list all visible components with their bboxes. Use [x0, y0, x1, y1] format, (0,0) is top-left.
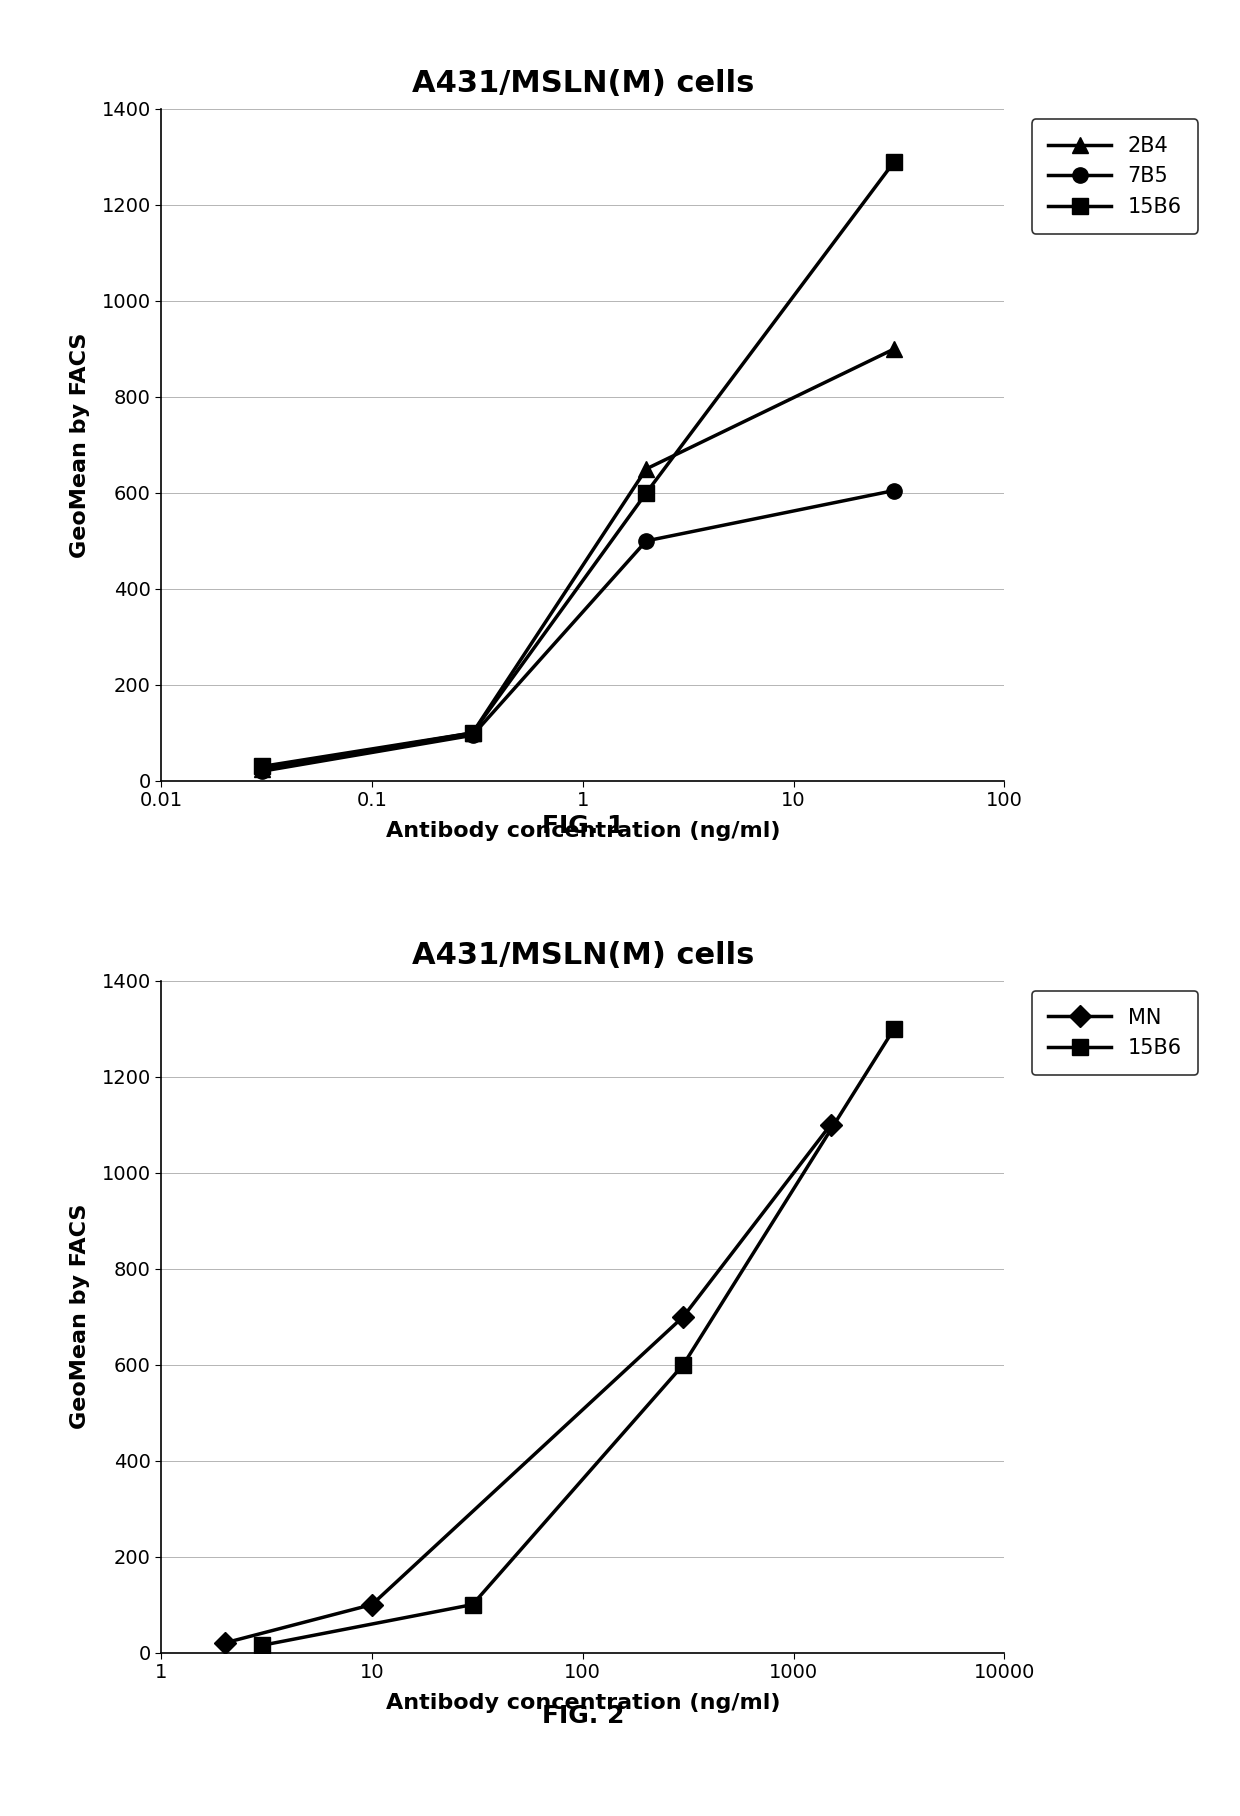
Y-axis label: GeoMean by FACS: GeoMean by FACS: [71, 332, 91, 558]
15B6: [676, 1353, 691, 1375]
15B6: [254, 755, 269, 777]
2B4: [465, 723, 480, 745]
MN: [676, 1306, 691, 1327]
Title: A431/MSLN(M) cells: A431/MSLN(M) cells: [412, 69, 754, 98]
7B5: [887, 479, 901, 501]
15B6: [887, 1017, 901, 1039]
Text: FIG. 1: FIG. 1: [542, 814, 624, 839]
Legend: 2B4, 7B5, 15B6: 2B4, 7B5, 15B6: [1032, 120, 1198, 234]
7B5: [465, 725, 480, 746]
Y-axis label: GeoMean by FACS: GeoMean by FACS: [71, 1204, 91, 1429]
Line: 7B5: 7B5: [254, 483, 901, 779]
Line: 15B6: 15B6: [254, 154, 901, 774]
7B5: [639, 530, 653, 552]
15B6: [465, 723, 480, 745]
Line: 2B4: 2B4: [254, 341, 901, 777]
2B4: [887, 338, 901, 360]
15B6: [887, 151, 901, 173]
Text: FIG. 2: FIG. 2: [542, 1703, 624, 1729]
X-axis label: Antibody concentration (ng/ml): Antibody concentration (ng/ml): [386, 1693, 780, 1712]
7B5: [254, 761, 269, 783]
15B6: [639, 481, 653, 503]
15B6: [465, 1594, 480, 1616]
2B4: [639, 458, 653, 479]
Legend: MN, 15B6: MN, 15B6: [1032, 992, 1198, 1075]
MN: [823, 1113, 838, 1135]
Line: MN: MN: [217, 1117, 838, 1651]
15B6: [254, 1634, 269, 1656]
2B4: [254, 757, 269, 779]
X-axis label: Antibody concentration (ng/ml): Antibody concentration (ng/ml): [386, 821, 780, 841]
MN: [365, 1594, 379, 1616]
MN: [217, 1633, 232, 1654]
Title: A431/MSLN(M) cells: A431/MSLN(M) cells: [412, 941, 754, 970]
Line: 15B6: 15B6: [254, 1021, 901, 1653]
